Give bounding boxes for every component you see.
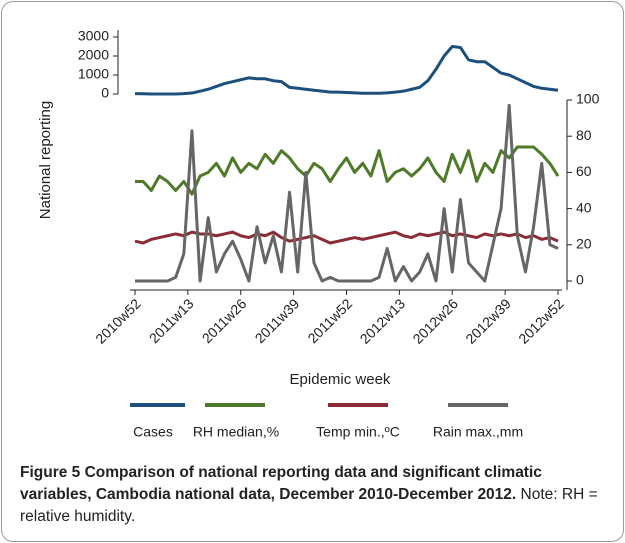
y-tick-label: 100 [576, 91, 600, 107]
x-tick-label: 2012w13 [357, 295, 409, 347]
y-tick-label: 60 [576, 163, 592, 179]
x-tick-label: 2011w13 [146, 295, 197, 346]
line [135, 145, 560, 196]
y-tick-label: 40 [576, 199, 592, 215]
x-tick-label: 2011w26 [199, 295, 250, 346]
y-tick-label: 1000 [78, 66, 109, 82]
legend-label: Temp min.,ºC [316, 424, 400, 440]
x-tick-label: 2011w52 [304, 295, 355, 346]
y-tick-label: 80 [576, 127, 592, 143]
legend-label: Rain max.,mm [433, 424, 523, 440]
y-tick-label: 20 [576, 236, 592, 252]
legend-label: Cases [133, 424, 173, 440]
y-tick-label: 3000 [78, 28, 109, 44]
chart: National reporting Epidemic week 0100020… [37, 28, 600, 440]
caption-note: Note: RH = relative humidity. [20, 486, 598, 525]
x-tick-label: 2011w39 [252, 295, 303, 346]
line [135, 103, 559, 283]
y-tick-label: 2000 [78, 47, 109, 63]
x-axis-label: Epidemic week [290, 371, 391, 388]
x-tick-label: 2012w52 [515, 295, 567, 347]
y-axis-label: National reporting [37, 101, 54, 219]
y-tick-label: 0 [576, 272, 584, 288]
x-tick-label: 2012w26 [409, 295, 461, 347]
line [134, 45, 559, 96]
caption-title: Figure 5 Comparison of national reportin… [20, 464, 542, 503]
legend-label: RH median,% [193, 424, 279, 440]
caption: Figure 5 Comparison of national reportin… [20, 462, 605, 528]
y-tick-label: 0 [101, 85, 109, 101]
x-tick-label: 2010w52 [92, 295, 144, 347]
x-tick-label: 2012w39 [462, 295, 514, 347]
